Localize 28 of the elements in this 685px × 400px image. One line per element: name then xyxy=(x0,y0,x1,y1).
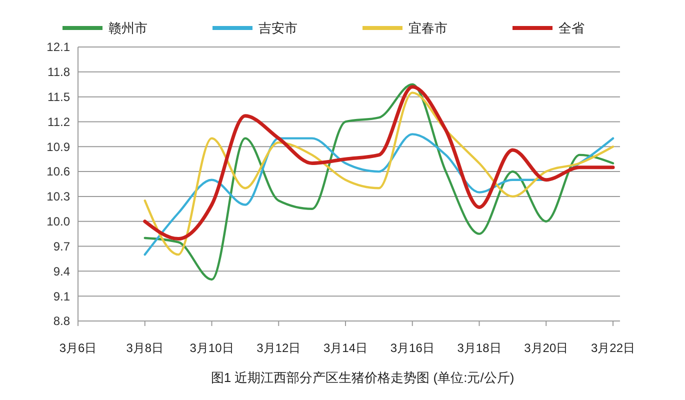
legend-label: 全省 xyxy=(558,20,584,36)
x-tick-label: 3月22日 xyxy=(590,341,636,355)
x-tick-label: 3月10日 xyxy=(190,341,234,355)
caption: 图1 近期江西部分产区生猪价格走势图 (单位:元/公斤) xyxy=(210,370,514,385)
y-tick-label: 10.0 xyxy=(46,214,70,229)
line-series xyxy=(144,83,614,281)
legend-label: 赣州市 xyxy=(108,20,148,36)
x-tick-label: 3月14日 xyxy=(323,341,368,355)
x-tick-label: 3月6日 xyxy=(59,341,97,355)
y-tick-label: 10.6 xyxy=(46,164,70,179)
x-tick-label: 3月12日 xyxy=(256,341,301,355)
y-tick-label: 8.8 xyxy=(53,314,70,328)
x-tick-label: 3月8日 xyxy=(126,341,164,355)
line-series xyxy=(144,133,614,256)
x-tick-label: 3月18日 xyxy=(457,341,502,355)
y-tick-label: 11.5 xyxy=(48,90,70,104)
legend-label: 宜春市 xyxy=(408,20,448,36)
y-tick-label: 9.4 xyxy=(53,264,70,278)
y-tick-label: 12.1 xyxy=(46,40,70,54)
y-tick-label: 9.1 xyxy=(53,289,70,304)
y-tick-label: 11.8 xyxy=(48,65,70,80)
y-tick-label: 10.9 xyxy=(46,140,70,154)
x-tick-label: 3月16日 xyxy=(390,341,434,355)
y-tick-label: 10.3 xyxy=(46,190,70,204)
legend-label: 吉安市 xyxy=(258,20,298,36)
y-tick-label: 9.7 xyxy=(53,239,70,254)
y-tick-label: 11.2 xyxy=(48,114,70,129)
x-tick-label: 3月20日 xyxy=(524,341,568,355)
